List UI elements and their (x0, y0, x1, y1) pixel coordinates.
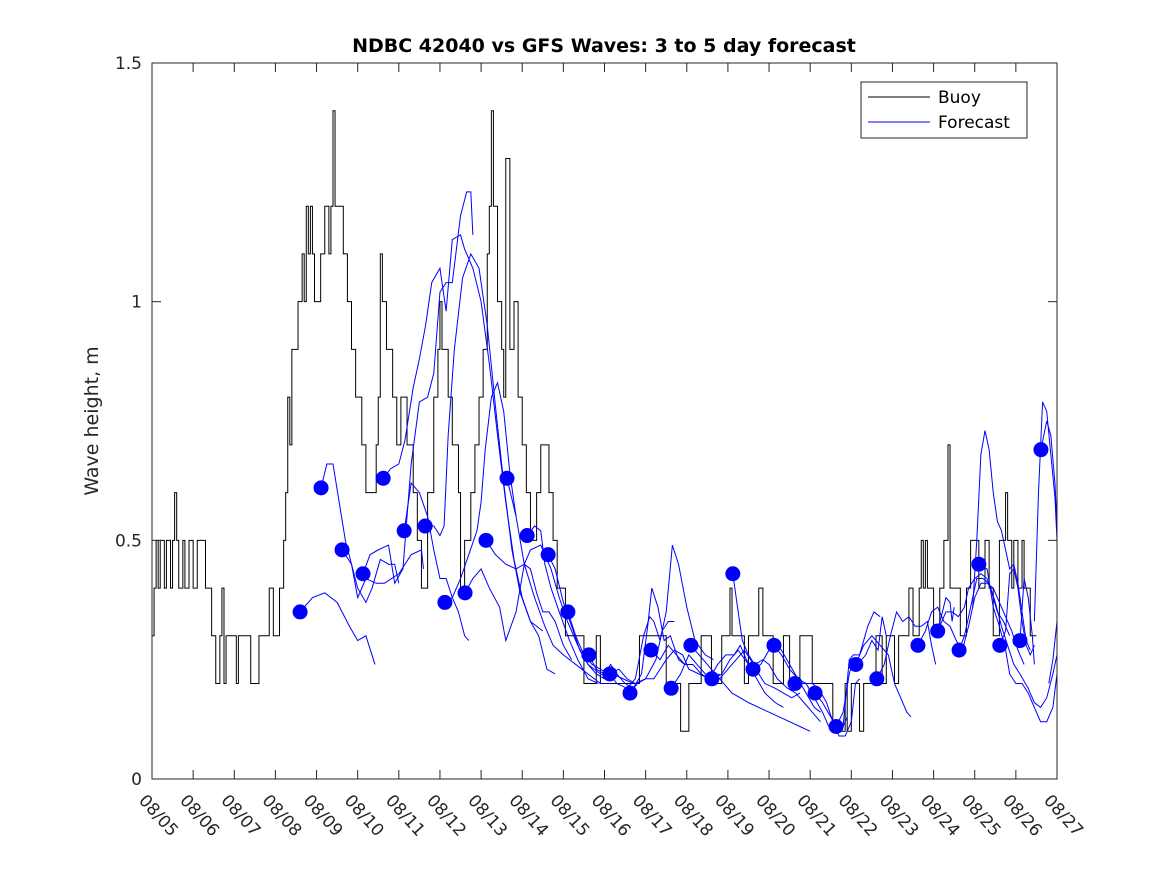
forecast-point (602, 666, 618, 682)
forecast-point (417, 518, 433, 534)
forecast-point (663, 680, 679, 696)
forecast-line (526, 525, 599, 684)
forecast-line (937, 596, 955, 632)
forecast-line (814, 611, 881, 727)
buoy-line (152, 110, 1037, 732)
legend-label-forecast: Forecast (938, 113, 1010, 133)
forecast-point (848, 656, 864, 672)
forecast-line (958, 578, 1057, 709)
forecast-point (683, 637, 699, 653)
y-tick-label: 0.5 (115, 531, 142, 551)
forecast-point (622, 685, 638, 701)
legend-box (860, 81, 1028, 139)
forecast-line (609, 544, 714, 689)
forecast-point (992, 637, 1008, 653)
forecast-point (560, 604, 576, 620)
forecast-line (1040, 420, 1057, 527)
forecast-point (951, 642, 967, 658)
forecast-line (629, 649, 720, 694)
forecast-point (437, 594, 453, 610)
forecast-line (425, 252, 556, 675)
forecast-line (444, 381, 517, 603)
y-axis-label: Wave height, m (81, 346, 103, 495)
forecast-line (403, 481, 470, 641)
forecast-point (643, 642, 659, 658)
y-axis: 0 0.5 1 1.5 (115, 54, 1057, 790)
forecast-line (299, 592, 376, 665)
forecast-point (396, 523, 412, 539)
forecast-point (971, 556, 987, 572)
forecast-point (787, 676, 803, 692)
forecast-point (499, 470, 515, 486)
forecast-line (690, 645, 811, 732)
forecast-line (978, 563, 1057, 723)
forecast-line (1048, 621, 1057, 684)
y-tick-label: 0 (131, 770, 142, 790)
forecast-point (540, 547, 556, 563)
forecast-point (1033, 442, 1049, 458)
forecast-markers (292, 442, 1049, 734)
forecast-point (375, 470, 391, 486)
forecast-point (725, 566, 741, 582)
forecast-line (855, 635, 912, 718)
plot-area (152, 110, 1057, 737)
forecast-point (1012, 633, 1028, 649)
chart-title: NDBC 42040 vs GFS Waves: 3 to 5 day fore… (352, 35, 856, 57)
y-tick-label: 1 (131, 293, 142, 313)
forecast-line (320, 463, 400, 604)
y-tick-label: 1.5 (115, 54, 142, 74)
forecast-line (876, 610, 937, 679)
forecast-point (869, 671, 885, 687)
forecast-line (752, 644, 821, 713)
forecast-point (519, 528, 535, 544)
forecast-point (355, 566, 371, 582)
legend: Buoy Forecast (860, 81, 1028, 139)
forecast-point (766, 637, 782, 653)
forecast-point (828, 718, 844, 734)
forecast-point (704, 671, 720, 687)
forecast-point (313, 480, 329, 496)
forecast-line (362, 191, 474, 585)
forecast-line (341, 549, 424, 600)
forecast-point (745, 661, 761, 677)
forecast-point (930, 623, 946, 639)
forecast-point (292, 604, 308, 620)
forecast-line (670, 649, 784, 708)
forecast-line (972, 430, 1031, 651)
forecast-line (506, 478, 613, 685)
forecast-point (457, 585, 473, 601)
forecast-line (1033, 401, 1057, 622)
forecast-line (1019, 578, 1035, 665)
legend-label-buoy: Buoy (938, 88, 981, 108)
forecast-point (478, 532, 494, 548)
forecast-point (910, 637, 926, 653)
buoy-series (152, 110, 1037, 732)
forecast-line (732, 573, 821, 723)
forecast-point (807, 685, 823, 701)
forecast-point (581, 647, 597, 663)
forecast-point (334, 542, 350, 558)
forecast-line (999, 567, 1035, 657)
